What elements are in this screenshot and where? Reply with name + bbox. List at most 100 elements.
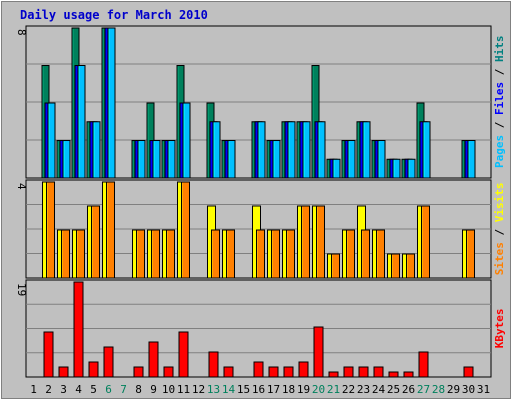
x-tick-label-day-10: 10 bbox=[162, 383, 175, 396]
bar-pages-day-17 bbox=[272, 140, 281, 179]
bar-sites-day-26 bbox=[406, 253, 415, 279]
bar-kbytes-day-21 bbox=[328, 371, 339, 378]
bar-sites-day-17 bbox=[271, 229, 280, 279]
bar-kbytes-day-23 bbox=[358, 366, 369, 378]
x-tick-label-day-3: 3 bbox=[60, 383, 67, 396]
bar-pages-day-2 bbox=[47, 102, 56, 179]
bar-pages-day-5 bbox=[92, 121, 101, 179]
series-label: KBytes bbox=[493, 309, 506, 349]
bar-sites-day-4 bbox=[76, 229, 85, 279]
x-tick-label-day-15: 15 bbox=[237, 383, 250, 396]
x-tick-label-day-22: 22 bbox=[342, 383, 355, 396]
bar-sites-day-2 bbox=[46, 181, 55, 279]
bar-sites-day-10 bbox=[166, 229, 175, 279]
bar-sites-day-6 bbox=[106, 181, 115, 279]
series-label-part: Hits bbox=[493, 36, 506, 63]
x-tick-label-day-21: 21 bbox=[327, 383, 340, 396]
y-max-label: 19 bbox=[15, 283, 28, 296]
x-tick-label-day-29: 29 bbox=[447, 383, 460, 396]
bar-sites-day-21 bbox=[331, 253, 340, 279]
x-tick-label-day-24: 24 bbox=[372, 383, 386, 396]
bar-sites-day-27 bbox=[421, 205, 430, 279]
panel-visits_sites: 4 Sites / Visits bbox=[15, 179, 506, 279]
series-label-part: Pages bbox=[493, 135, 506, 168]
bar-sites-day-3 bbox=[61, 229, 70, 279]
x-tick-label-day-17: 17 bbox=[267, 383, 280, 396]
bar-sites-day-25 bbox=[391, 253, 400, 279]
y-max-label: 8 bbox=[15, 29, 28, 36]
bar-kbytes-day-14 bbox=[223, 366, 234, 378]
bar-pages-day-19 bbox=[302, 121, 311, 179]
bar-pages-day-20 bbox=[317, 121, 326, 179]
x-tick-label-day-2: 2 bbox=[45, 383, 52, 396]
x-tick-label-day-19: 19 bbox=[297, 383, 310, 396]
bar-sites-day-22 bbox=[346, 229, 355, 279]
series-label: Pages / Files / Hits bbox=[493, 36, 506, 169]
bar-pages-day-26 bbox=[407, 158, 416, 179]
panel-hits_files_pages: 8 Pages / Files / Hits bbox=[15, 25, 506, 179]
series-label-part: Sites bbox=[493, 242, 506, 275]
bar-sites-day-20 bbox=[316, 205, 325, 279]
bar-kbytes-day-18 bbox=[283, 366, 294, 378]
series-label-part: KBytes bbox=[493, 309, 506, 349]
bar-sites-day-13 bbox=[211, 229, 220, 279]
bar-sites-day-5 bbox=[91, 205, 100, 279]
bar-kbytes-day-22 bbox=[343, 366, 354, 378]
x-tick-label-day-23: 23 bbox=[357, 383, 370, 396]
bar-kbytes-day-4 bbox=[73, 281, 84, 378]
series-label: Sites / Visits bbox=[493, 182, 506, 275]
bar-sites-day-19 bbox=[301, 205, 310, 279]
x-tick-label-day-30: 30 bbox=[462, 383, 475, 396]
bar-pages-day-10 bbox=[167, 140, 176, 179]
x-tick-label-day-1: 1 bbox=[30, 383, 37, 396]
bar-pages-day-9 bbox=[152, 140, 161, 179]
x-tick-label-day-9: 9 bbox=[150, 383, 157, 396]
bar-kbytes-day-13 bbox=[208, 351, 219, 378]
bar-sites-day-14 bbox=[226, 229, 235, 279]
bar-kbytes-day-16 bbox=[253, 361, 264, 378]
bar-pages-day-13 bbox=[212, 121, 221, 179]
bar-sites-day-24 bbox=[376, 229, 385, 279]
x-tick-label-day-16: 16 bbox=[252, 383, 265, 396]
bar-kbytes-day-9 bbox=[148, 341, 159, 378]
chart-panels: 8 Pages / Files / Hits 4 Sites / Visits 19 KB… bbox=[15, 25, 506, 378]
bar-pages-day-25 bbox=[392, 158, 401, 179]
bar-sites-day-23 bbox=[361, 229, 370, 279]
bar-pages-day-30 bbox=[467, 140, 476, 179]
chart-title: Daily usage for March 2010 bbox=[20, 8, 208, 22]
x-tick-label-day-5: 5 bbox=[90, 383, 97, 396]
x-tick-label-day-13: 13 bbox=[207, 383, 220, 396]
bar-kbytes-day-17 bbox=[268, 366, 279, 378]
bar-kbytes-day-24 bbox=[373, 366, 384, 378]
bar-pages-day-24 bbox=[377, 140, 386, 179]
bar-sites-day-30 bbox=[466, 229, 475, 279]
bar-kbytes-day-27 bbox=[418, 351, 429, 378]
bar-pages-day-4 bbox=[77, 65, 86, 179]
bar-pages-day-18 bbox=[287, 121, 296, 179]
x-tick-label-day-14: 14 bbox=[222, 383, 236, 396]
bar-pages-day-11 bbox=[182, 102, 191, 179]
bar-kbytes-day-26 bbox=[403, 371, 414, 378]
series-label-part: / bbox=[493, 222, 506, 242]
x-tick-label-day-12: 12 bbox=[192, 383, 205, 396]
bar-kbytes-day-30 bbox=[463, 366, 474, 378]
bar-sites-day-11 bbox=[181, 181, 190, 279]
series-label-part: Visits bbox=[493, 182, 506, 222]
x-tick-label-day-7: 7 bbox=[120, 383, 127, 396]
bar-kbytes-day-11 bbox=[178, 331, 189, 378]
bar-kbytes-day-5 bbox=[88, 361, 99, 378]
bar-sites-day-18 bbox=[286, 229, 295, 279]
panel-kbytes: 19 KBytes bbox=[15, 279, 506, 378]
x-tick-label-day-6: 6 bbox=[105, 383, 112, 396]
series-label-part: / bbox=[493, 62, 506, 82]
x-tick-label-day-20: 20 bbox=[312, 383, 325, 396]
bar-pages-day-23 bbox=[362, 121, 371, 179]
bar-pages-day-22 bbox=[347, 140, 356, 179]
series-label-part: Files bbox=[493, 82, 506, 115]
x-tick-label-day-28: 28 bbox=[432, 383, 445, 396]
bar-pages-day-16 bbox=[257, 121, 266, 179]
x-tick-label-day-11: 11 bbox=[177, 383, 190, 396]
bar-pages-day-27 bbox=[422, 121, 431, 179]
